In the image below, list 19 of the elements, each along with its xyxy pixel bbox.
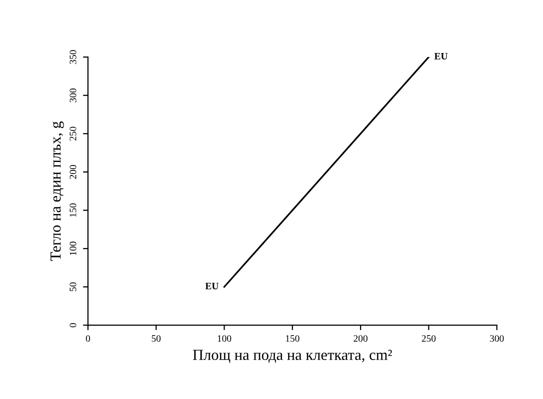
y-tick-label: 350 [70,50,76,64]
x-tick-label: 100 [218,335,232,342]
y-tick-label: 100 [70,242,76,256]
x-tick-label: 0 [86,335,90,342]
x-tick-label: 150 [286,335,300,342]
x-tick-label: 250 [422,335,436,342]
y-tick-label: 0 [70,323,76,328]
y-tick-label: 150 [70,203,76,217]
y-tick-label: 200 [70,165,76,179]
y-axis-title: Тегло на един плъх, g [50,121,64,261]
annotation: EU [434,53,448,60]
x-tick-label: 200 [354,335,368,342]
y-tick-label: 300 [70,88,76,102]
x-tick-label: 50 [152,335,161,342]
y-tick-label: 250 [70,126,76,141]
x-tick-label: 300 [490,335,504,342]
x-axis-title: Площ на пода на клетката, cm² [192,350,392,364]
y-tick-label: 50 [70,282,76,292]
annotation: EU [205,282,218,290]
